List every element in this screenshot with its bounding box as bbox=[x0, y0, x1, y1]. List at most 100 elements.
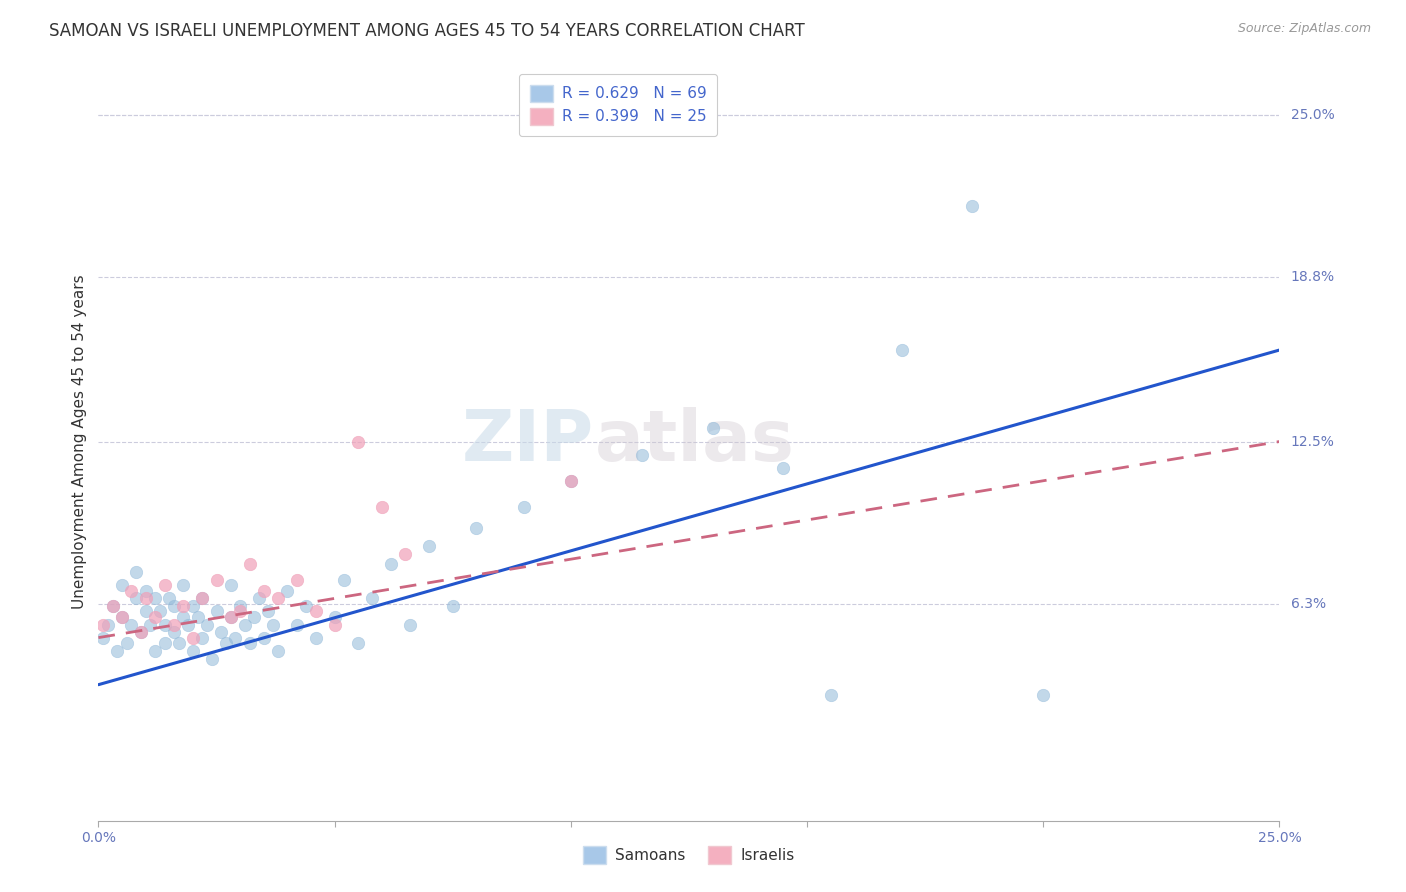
Point bbox=[129, 625, 152, 640]
Point bbox=[101, 599, 124, 614]
Point bbox=[267, 643, 290, 657]
Point bbox=[229, 599, 252, 614]
Point bbox=[1032, 688, 1054, 702]
Point bbox=[153, 617, 176, 632]
Point bbox=[394, 547, 416, 561]
Point bbox=[111, 578, 134, 592]
Point bbox=[465, 521, 488, 535]
Point bbox=[135, 583, 157, 598]
Point bbox=[191, 631, 214, 645]
Point bbox=[181, 643, 204, 657]
Point bbox=[143, 643, 166, 657]
Point bbox=[191, 591, 214, 606]
Point bbox=[224, 631, 246, 645]
Point bbox=[890, 343, 912, 357]
Point bbox=[253, 583, 276, 598]
Point bbox=[371, 500, 394, 514]
Text: atlas: atlas bbox=[595, 407, 794, 476]
Point bbox=[115, 636, 138, 650]
Point bbox=[195, 617, 218, 632]
Point bbox=[219, 578, 242, 592]
Point bbox=[201, 651, 224, 665]
Point bbox=[111, 609, 134, 624]
Point bbox=[172, 578, 194, 592]
Point bbox=[243, 609, 266, 624]
Point bbox=[143, 609, 166, 624]
Point bbox=[167, 636, 190, 650]
Point bbox=[149, 605, 172, 619]
Point bbox=[121, 583, 143, 598]
Text: 6.3%: 6.3% bbox=[1291, 597, 1326, 611]
Point bbox=[347, 434, 370, 449]
Point bbox=[305, 631, 328, 645]
Point bbox=[399, 617, 422, 632]
Point bbox=[820, 688, 842, 702]
Point bbox=[91, 617, 114, 632]
Point bbox=[702, 421, 724, 435]
Point bbox=[172, 609, 194, 624]
Point bbox=[560, 474, 582, 488]
Point bbox=[163, 625, 186, 640]
Point bbox=[215, 636, 238, 650]
Point bbox=[305, 605, 328, 619]
Point bbox=[172, 599, 194, 614]
Point bbox=[143, 591, 166, 606]
Point bbox=[233, 617, 256, 632]
Legend: Samoans, Israelis: Samoans, Israelis bbox=[576, 840, 801, 870]
Point bbox=[157, 591, 180, 606]
Point bbox=[295, 599, 318, 614]
Point bbox=[163, 617, 186, 632]
Point bbox=[418, 539, 440, 553]
Point bbox=[177, 617, 200, 632]
Point bbox=[139, 617, 162, 632]
Point bbox=[101, 599, 124, 614]
Point bbox=[772, 460, 794, 475]
Point bbox=[129, 625, 152, 640]
Point bbox=[125, 566, 148, 580]
Point bbox=[276, 583, 298, 598]
Point bbox=[333, 573, 356, 587]
Text: Source: ZipAtlas.com: Source: ZipAtlas.com bbox=[1237, 22, 1371, 36]
Point bbox=[121, 617, 143, 632]
Point bbox=[247, 591, 270, 606]
Point bbox=[323, 617, 346, 632]
Point bbox=[105, 643, 128, 657]
Point bbox=[163, 599, 186, 614]
Point bbox=[323, 609, 346, 624]
Y-axis label: Unemployment Among Ages 45 to 54 years: Unemployment Among Ages 45 to 54 years bbox=[72, 274, 87, 609]
Point bbox=[153, 578, 176, 592]
Point bbox=[512, 500, 534, 514]
Point bbox=[181, 599, 204, 614]
Point bbox=[229, 605, 252, 619]
Point bbox=[111, 609, 134, 624]
Text: 12.5%: 12.5% bbox=[1291, 434, 1334, 449]
Point bbox=[257, 605, 280, 619]
Text: 25.0%: 25.0% bbox=[1291, 108, 1334, 121]
Point bbox=[347, 636, 370, 650]
Point bbox=[91, 631, 114, 645]
Point bbox=[239, 558, 262, 572]
Point bbox=[962, 199, 984, 213]
Point bbox=[361, 591, 384, 606]
Point bbox=[135, 605, 157, 619]
Point bbox=[125, 591, 148, 606]
Point bbox=[239, 636, 262, 650]
Point bbox=[97, 617, 120, 632]
Point bbox=[253, 631, 276, 645]
Point bbox=[285, 573, 308, 587]
Point bbox=[267, 591, 290, 606]
Point bbox=[630, 448, 652, 462]
Text: SAMOAN VS ISRAELI UNEMPLOYMENT AMONG AGES 45 TO 54 YEARS CORRELATION CHART: SAMOAN VS ISRAELI UNEMPLOYMENT AMONG AGE… bbox=[49, 22, 806, 40]
Point bbox=[191, 591, 214, 606]
Point bbox=[205, 573, 228, 587]
Point bbox=[219, 609, 242, 624]
Text: ZIP: ZIP bbox=[463, 407, 595, 476]
Point bbox=[262, 617, 284, 632]
Point bbox=[135, 591, 157, 606]
Point bbox=[153, 636, 176, 650]
Text: 18.8%: 18.8% bbox=[1291, 269, 1334, 284]
Point bbox=[181, 631, 204, 645]
Point bbox=[209, 625, 232, 640]
Point bbox=[219, 609, 242, 624]
Point bbox=[285, 617, 308, 632]
